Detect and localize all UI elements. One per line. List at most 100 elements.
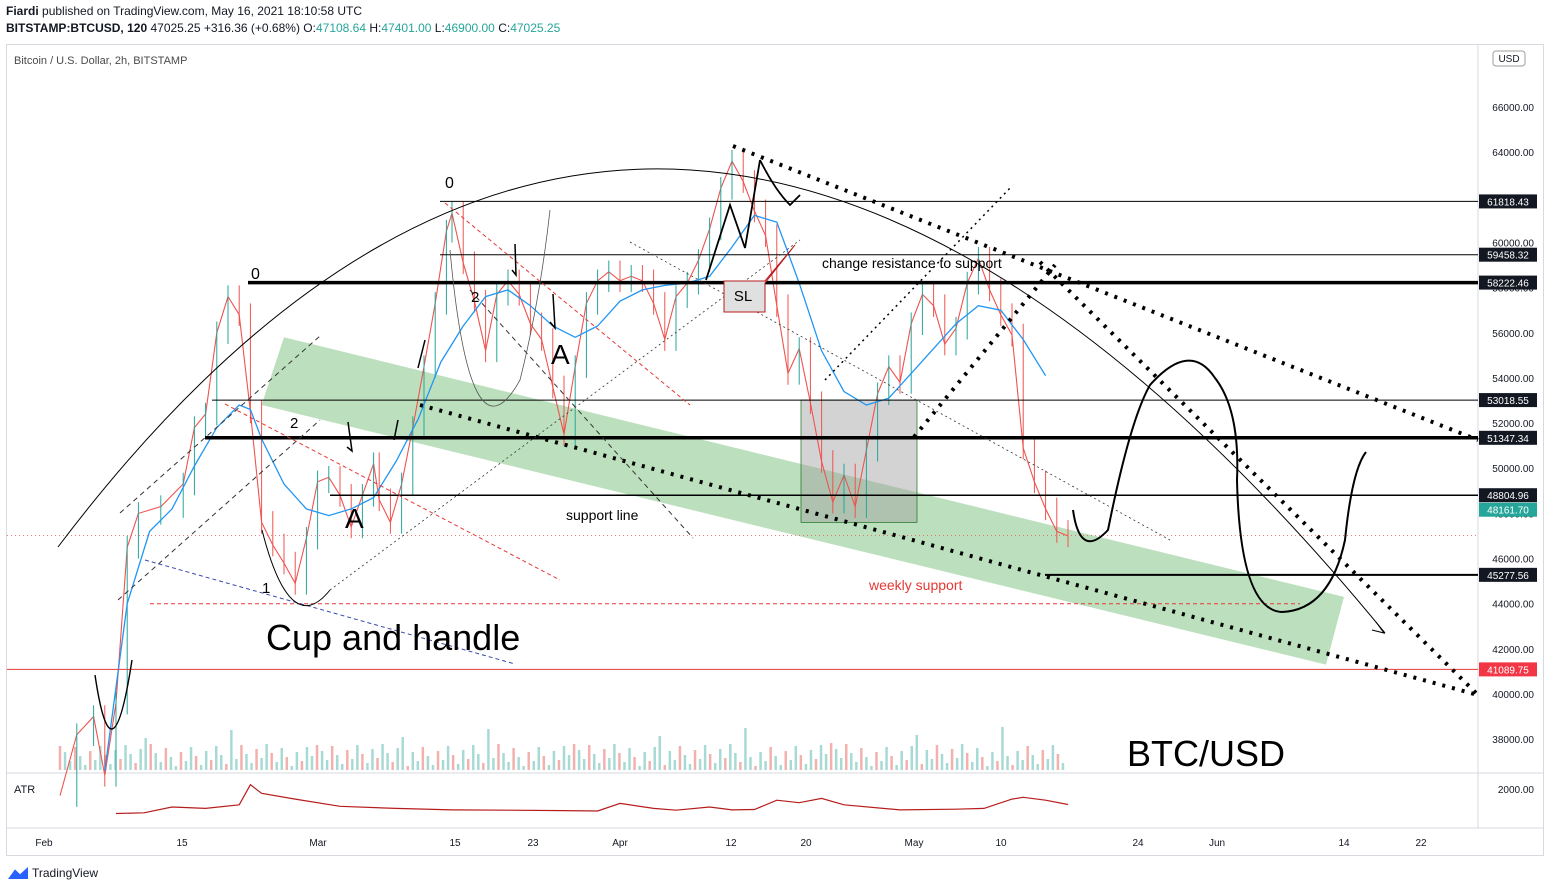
pair-label: BTC/USD <box>1127 733 1285 774</box>
handle-curve <box>449 209 551 407</box>
price-level-label: 61818.43 <box>1487 197 1529 208</box>
price-level-label-bg <box>1479 194 1537 209</box>
down-arrow <box>346 421 353 453</box>
blue-dashed-line <box>144 559 516 665</box>
y-tick-label: 42000.00 <box>1492 645 1534 656</box>
publish-line: Fiardi published on TradingView.com, May… <box>6 4 362 18</box>
atr-line <box>115 783 1069 815</box>
low-label: L: <box>434 21 445 35</box>
x-tick-label: Apr <box>612 838 628 849</box>
big-arc <box>57 168 1386 634</box>
price-level-label: 48161.70 <box>1487 506 1529 517</box>
y-tick-label: 44000.00 <box>1492 600 1534 611</box>
price-change: +316.36 (+0.68%) <box>203 21 300 35</box>
forecast-curve <box>1072 359 1367 614</box>
x-tick-label: 20 <box>800 838 812 849</box>
close-value: 47025.25 <box>510 21 561 35</box>
price-level-label: 58222.46 <box>1487 279 1529 290</box>
dotted-downtrend-line <box>1038 260 1480 697</box>
impulse-arrow <box>705 159 761 281</box>
down-arrow <box>549 293 556 331</box>
wave-label-2: 2 <box>290 415 298 432</box>
price-level-label: 51347.34 <box>1487 434 1529 445</box>
cup-curve <box>261 529 331 607</box>
price-level-label: 45277.56 <box>1487 571 1529 582</box>
open-label: O: <box>303 21 316 35</box>
currency-badge-box <box>1492 50 1526 67</box>
wave-label-0: 0 <box>445 175 454 192</box>
y-tick-label: 40000.00 <box>1492 690 1534 701</box>
chart-title: Bitcoin / U.S. Dollar, 2h, BITSTAMP <box>14 55 187 67</box>
x-tick-label: 15 <box>176 838 188 849</box>
chart-frame <box>6 44 1544 856</box>
tradingview-logo[interactable]: TradingView <box>8 866 98 880</box>
y-tick-label: 54000.00 <box>1492 374 1534 385</box>
x-tick-label: 14 <box>1338 838 1350 849</box>
symbol-label: BITSTAMP:BTCUSD, 120 <box>6 21 148 35</box>
green-channel-zone <box>261 337 1345 665</box>
x-tick-label: Mar <box>309 838 327 849</box>
wave-label-2: 2 <box>471 289 479 306</box>
x-tick-label: 12 <box>725 838 737 849</box>
close-label: C: <box>498 21 511 35</box>
high-value: 47401.00 <box>381 21 432 35</box>
red-dashed-line <box>224 403 561 581</box>
dotted-break-line <box>912 263 1057 439</box>
publisher-name: Fiardi <box>6 4 39 18</box>
moving-average-line <box>104 214 1047 771</box>
tradingview-logo-icon <box>8 867 28 879</box>
y-tick-label: 52000.00 <box>1492 419 1534 430</box>
x-tick-label: Feb <box>35 838 53 849</box>
down-arrow <box>511 243 517 278</box>
y-tick-label: 46000.00 <box>1492 555 1534 566</box>
x-tick-label: 24 <box>1132 838 1144 849</box>
forecast-arrowhead <box>1371 621 1386 634</box>
price-level-label-bg <box>1479 247 1537 262</box>
x-tick-label: 22 <box>1415 838 1427 849</box>
wave-label-a: A <box>345 503 364 534</box>
quote-line: BITSTAMP:BTCUSD, 120 47025.25 +316.36 (+… <box>6 21 560 35</box>
atr-tick-label: 2000.00 <box>1498 785 1535 796</box>
atr-label: ATR <box>14 784 35 796</box>
grey-range-box <box>800 399 918 523</box>
x-tick-label: 15 <box>449 838 461 849</box>
price-level-label: 59458.32 <box>1487 251 1529 262</box>
price-level-label-bg <box>1479 502 1537 517</box>
price-level-label: 41089.75 <box>1487 665 1529 676</box>
wave-label-1: 1 <box>262 580 270 597</box>
sl-label: SL <box>734 288 752 305</box>
price-level-label-bg <box>1479 662 1537 677</box>
x-tick-label: 10 <box>995 838 1007 849</box>
high-label: H: <box>369 21 382 35</box>
up-arrow <box>393 419 399 441</box>
price-level-label: 48804.96 <box>1487 491 1529 502</box>
cup-and-handle-label: Cup and handle <box>266 617 520 658</box>
x-tick-label: Jun <box>1209 838 1225 849</box>
price-level-label-bg <box>1479 488 1537 503</box>
y-tick-label: 50000.00 <box>1492 464 1534 475</box>
x-tick-label: 23 <box>527 838 539 849</box>
last-price: 47025.25 <box>150 21 201 35</box>
change-resistance-label: change resistance to support <box>822 255 1002 271</box>
small-cup-curve <box>94 659 133 730</box>
y-tick-label: 56000.00 <box>1492 329 1534 340</box>
red-dashed-line-2 <box>444 202 691 406</box>
price-level-label-bg <box>1479 393 1537 408</box>
currency-badge: USD <box>1498 54 1519 65</box>
support-line-label: support line <box>566 507 639 523</box>
published-info: published on TradingView.com, May 16, 20… <box>42 4 362 18</box>
support-line <box>469 289 694 539</box>
low-value: 46900.00 <box>444 21 495 35</box>
price-level-label-bg <box>1479 275 1537 290</box>
dashed-channel-lower <box>117 419 321 601</box>
wave-label-0: 0 <box>251 266 260 283</box>
tradingview-logo-text: TradingView <box>32 866 99 880</box>
y-tick-label: 38000.00 <box>1492 735 1534 746</box>
open-value: 47108.64 <box>315 21 367 35</box>
weekly-support-label: weekly support <box>868 577 962 593</box>
price-level-label-bg <box>1479 567 1537 582</box>
y-tick-label: 66000.00 <box>1492 103 1534 114</box>
up-arrow <box>417 339 426 369</box>
sl-callout <box>723 244 796 313</box>
